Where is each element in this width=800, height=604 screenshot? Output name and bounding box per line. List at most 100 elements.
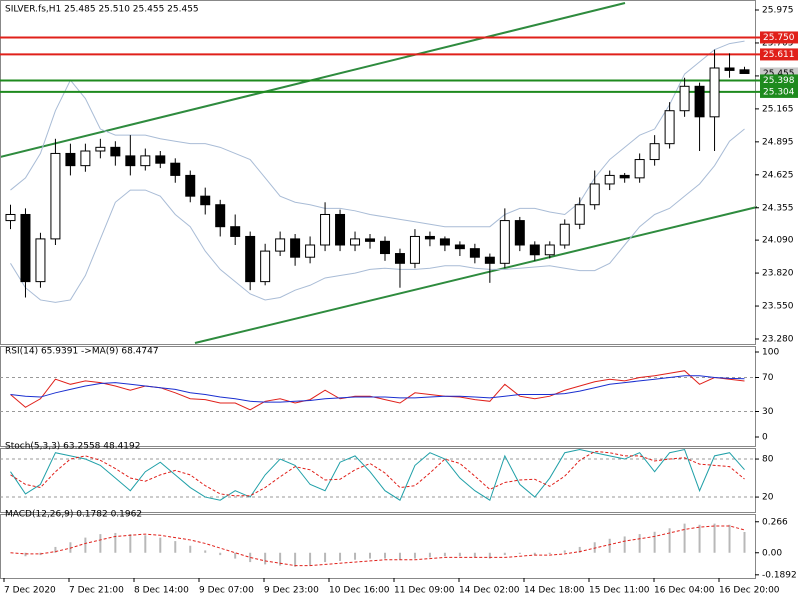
y-tick-label: 24.355 [762,203,794,213]
y-tick-label: -0.1892 [762,570,797,580]
candle-body [365,238,376,242]
candle-body [739,69,750,74]
candle-body [709,67,720,118]
candle-body [320,213,331,246]
candle-body [619,174,630,179]
panel-frame [0,514,756,579]
y-tick-label: 23.550 [762,302,794,312]
candle-body [230,226,241,237]
level-label: 25.750 [763,33,795,43]
y-tick-label: 25.975 [762,6,794,16]
x-tick-label: 14 Dec 02:00 [459,586,520,596]
y-tick-label: 30 [762,407,774,417]
bollinger-band [10,128,745,303]
candle-body [290,238,301,258]
panel-frame [0,346,756,447]
candle-body [724,67,735,71]
candle-body [80,150,91,167]
candle-body [350,238,361,246]
candle-body [335,213,346,246]
y-tick-label: 0.00 [762,548,782,558]
candle-body [499,220,510,264]
candle-body [544,244,555,256]
candle-body [125,155,136,167]
candle-body [484,256,495,264]
candle-body [409,235,420,264]
y-tick-label: 25.165 [762,104,794,114]
level-label: 25.398 [763,76,795,86]
indicator-line [10,370,745,411]
y-tick-label: 23.280 [762,335,794,345]
candle-body [170,162,181,176]
x-tick-label: 11 Dec 09:00 [394,586,455,596]
candle-body [634,159,645,179]
candle-body [589,183,600,206]
x-tick-label: 9 Dec 23:00 [264,586,319,596]
candle-body [379,240,390,255]
x-tick-label: 8 Dec 14:00 [134,586,189,596]
candle-body [20,213,31,283]
candle-body [394,253,405,264]
y-tick-label: 0.266 [762,517,788,527]
candle-body [245,235,256,283]
candle-body [574,204,585,225]
y-tick-label: 24.090 [762,236,794,246]
y-tick-label: 100 [762,348,779,358]
candle-body [95,146,106,152]
x-tick-label: 7 Dec 2020 [4,586,56,596]
indicator-line [10,450,745,497]
level-label: 25.304 [763,87,795,97]
candle-body [140,155,151,167]
candle-body [529,244,540,256]
level-label: 25.611 [763,50,795,60]
trend-line [194,206,758,344]
x-tick-label: 10 Dec 16:00 [329,586,390,596]
indicator-line [10,375,745,403]
indicator-title: Stoch(5,3,3) 63.2558 48.4192 [5,442,140,452]
y-tick-label: 70 [762,373,774,383]
candle-body [679,85,690,112]
indicator-title: RSI(14) 65.9391 ->MA(9) 68.4747 [5,347,159,357]
y-tick-label: 24.625 [762,170,794,180]
candle-body [260,250,271,283]
panel-frame [0,0,756,345]
indicator-line [10,448,745,501]
x-tick-label: 7 Dec 21:00 [69,586,124,596]
level-box [760,85,798,98]
chart-header: SILVER.fs,H1 25.485 25.510 25.455 25.455 [5,5,199,15]
level-box [760,48,798,61]
panel-frame [0,448,756,513]
candle-body [604,174,615,185]
level-box [760,74,798,87]
candle-body [155,155,166,164]
level-box [760,31,798,44]
candle-body [454,244,465,250]
candle-body [35,238,46,283]
y-tick-label: 24.895 [762,137,794,147]
candle-body [50,152,61,240]
candle-body [275,238,286,252]
bollinger-band [10,40,745,228]
indicator-title: MACD(12,26,9) 0.1782 0.1962 [5,510,142,520]
candle-body [559,223,570,246]
x-tick-label: 9 Dec 07:00 [199,586,254,596]
y-tick-label: 0 [762,433,768,443]
candle-body [65,152,76,167]
y-tick-label: 80 [762,455,774,465]
candle-body [469,248,480,258]
candle-body [110,146,121,157]
candle-body [200,195,211,206]
candle-body [5,213,16,222]
y-tick-label: 20 [762,493,774,503]
candle-body [185,174,196,197]
x-tick-label: 16 Dec 04:00 [654,586,715,596]
candle-body [439,238,450,246]
candle-body [649,143,660,161]
candle-body [694,85,705,118]
x-tick-label: 16 Dec 20:00 [719,586,780,596]
candle-body [424,235,435,240]
candle-body [514,220,525,246]
y-tick-label: 23.820 [762,269,794,279]
x-tick-label: 14 Dec 18:00 [524,586,585,596]
